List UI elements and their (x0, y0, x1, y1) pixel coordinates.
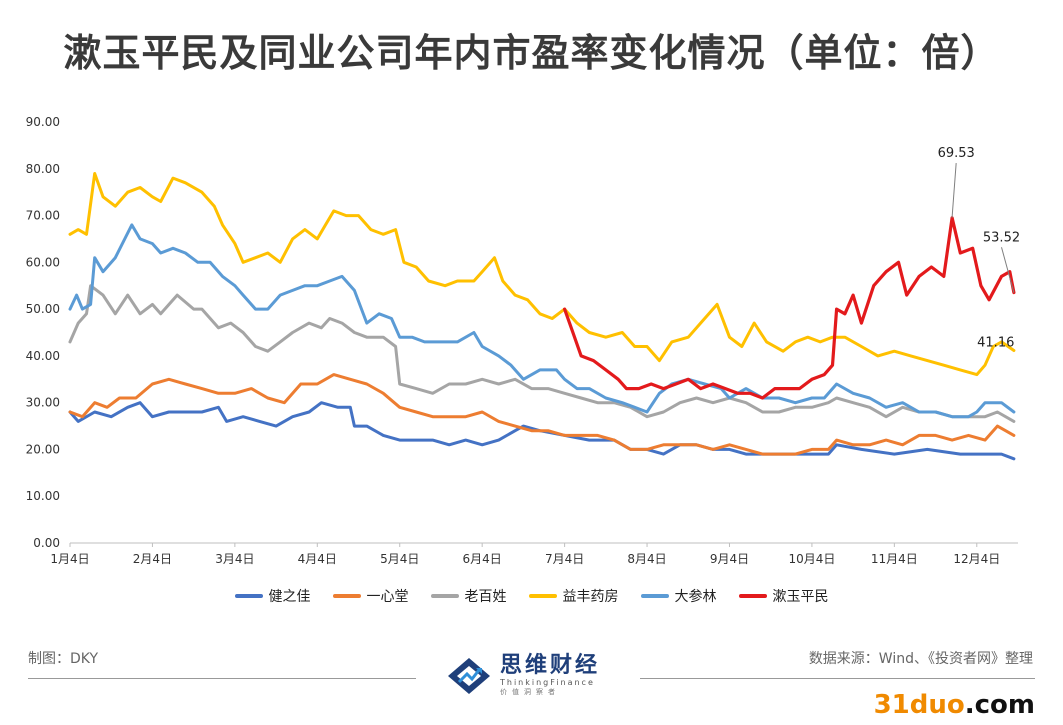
legend-swatch (528, 594, 557, 598)
chart-legend: 健之佳 一心堂 老百姓 益丰药房 大参林 漱玉平民 (0, 586, 1063, 606)
legend-swatch (430, 594, 459, 598)
x-tick-label: 1月4日 (50, 552, 89, 566)
y-tick-label: 60.00 (26, 255, 60, 269)
y-tick-label: 50.00 (26, 302, 60, 316)
legend-swatch (332, 594, 361, 598)
brand-logo: 思维财经 ThinkingFinance 价值洞察者 (446, 654, 600, 697)
brand-name: 思维财经 (500, 653, 601, 678)
legend-swatch (234, 594, 263, 598)
brand-logo-icon (448, 657, 490, 694)
data-label-leader (951, 163, 957, 218)
legend-item: 大参林 (640, 586, 717, 606)
y-tick-label: 30.00 (26, 396, 60, 410)
legend-swatch (640, 594, 669, 598)
x-tick-label: 10月4日 (788, 552, 835, 566)
legend-label: 一心堂 (366, 589, 409, 605)
brand-slogan: 价值洞察者 (500, 688, 560, 696)
series-line-1 (68, 373, 1016, 456)
y-tick-label: 70.00 (26, 209, 60, 223)
legend-swatch (738, 594, 767, 598)
series-line-4 (68, 223, 1016, 419)
y-tick-label: 40.00 (26, 349, 60, 363)
x-tick-label: 8月4日 (627, 552, 666, 566)
legend-item: 漱玉平民 (738, 586, 829, 606)
x-tick-label: 9月4日 (710, 552, 749, 566)
watermark: 31duo.com (874, 690, 1035, 720)
series-line-2 (68, 284, 1016, 423)
watermark-domain: .com (964, 690, 1035, 720)
y-tick-label: 0.00 (33, 536, 60, 550)
y-tick-label: 10.00 (26, 489, 60, 503)
legend-item: 老百姓 (430, 586, 507, 606)
legend-label: 老百姓 (464, 589, 507, 605)
legend-label: 大参林 (674, 589, 717, 605)
chart-title: 漱玉平民及同业公司年内市盈率变化情况（单位：倍） (63, 31, 1000, 75)
y-tick-label: 20.00 (26, 442, 60, 456)
data-source: 数据来源：Wind、《投资者网》整理 (808, 651, 1033, 667)
series-line-3 (68, 172, 1016, 377)
legend-label: 健之佳 (268, 589, 311, 605)
x-tick-label: 3月4日 (215, 552, 254, 566)
x-tick-label: 11月4日 (871, 552, 918, 566)
footer-divider-left (28, 678, 416, 679)
line-chart: 0.00 10.00 20.00 30.00 40.00 50.00 60.00 70.00 8… (26, 115, 1020, 566)
x-tick-label: 4月4日 (298, 552, 337, 566)
watermark-number: 31duo (873, 690, 965, 720)
x-tick-label: 5月4日 (380, 552, 419, 566)
x-tick-label: 2月4日 (133, 552, 172, 566)
data-label: 69.53 (938, 146, 975, 161)
chart-credit: 制图：DKY (28, 651, 99, 667)
brand-english: ThinkingFinance (500, 678, 595, 687)
legend-item: 益丰药房 (528, 586, 619, 606)
data-label: 53.52 (983, 230, 1020, 245)
y-tick-label: 80.00 (26, 162, 60, 176)
x-tick-label: 7月4日 (545, 552, 584, 566)
x-tick-label: 6月4日 (463, 552, 502, 566)
legend-item: 健之佳 (234, 586, 311, 606)
x-tick-label: 12月4日 (953, 552, 1000, 566)
legend-label: 漱玉平民 (772, 589, 829, 605)
footer-divider-right (640, 678, 1035, 679)
data-label-leader (1001, 247, 1015, 293)
y-tick-label: 90.00 (26, 115, 60, 129)
series-line-5 (563, 216, 1016, 400)
legend-label: 益丰药房 (562, 589, 619, 605)
data-label: 41.16 (977, 335, 1014, 350)
legend-item: 一心堂 (332, 586, 409, 606)
